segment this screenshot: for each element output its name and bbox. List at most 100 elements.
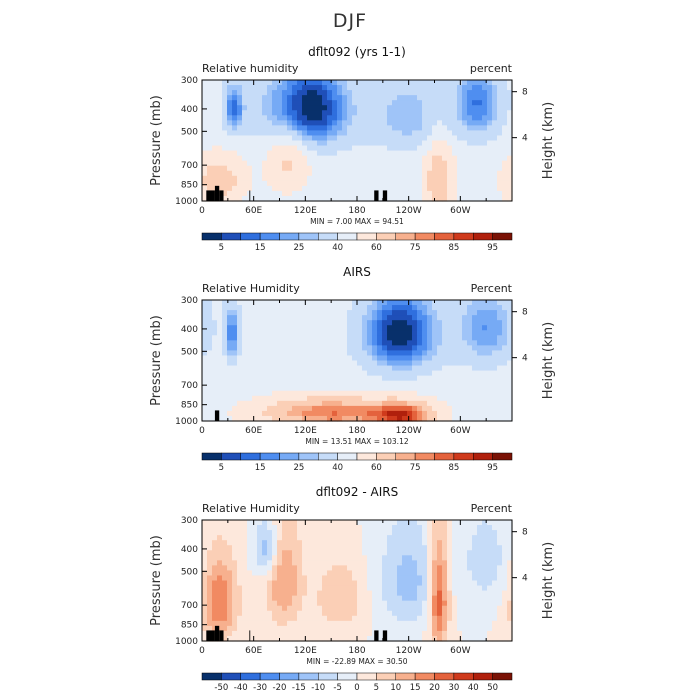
heatmap-cell <box>237 385 243 392</box>
heatmap-cell <box>252 135 258 142</box>
heatmap-cell <box>287 380 293 387</box>
heatmap-cell <box>247 105 253 111</box>
heatmap-cell <box>377 145 383 152</box>
heatmap-cell <box>332 380 338 387</box>
heatmap-cell <box>332 315 338 321</box>
heatmap-cell <box>447 630 453 637</box>
heatmap-cell <box>477 105 483 111</box>
heatmap-cell <box>332 590 338 597</box>
heatmap-cell <box>242 90 248 96</box>
heatmap-cell <box>477 565 483 572</box>
y-tick-label: 850 <box>181 181 198 191</box>
heatmap-cell <box>312 315 318 321</box>
heatmap-cell <box>357 410 363 417</box>
heatmap-cell <box>442 395 448 402</box>
heatmap-cell <box>397 345 403 352</box>
heatmap-cell <box>232 570 238 577</box>
heatmap-cell <box>367 625 373 632</box>
heatmap-cell <box>437 585 443 592</box>
heatmap-cell <box>222 125 228 132</box>
heatmap-cell <box>247 355 253 362</box>
heatmap-cell <box>322 365 328 372</box>
heatmap-cell <box>267 85 273 91</box>
heatmap-cell <box>342 120 348 126</box>
heatmap-cell <box>272 565 278 572</box>
heatmap-cell <box>382 355 388 362</box>
heatmap-cell <box>427 325 433 331</box>
heatmap-cell <box>382 130 388 137</box>
heatmap-cell <box>212 520 218 526</box>
heatmap-cell <box>502 335 508 341</box>
heatmap-cell <box>352 80 358 86</box>
heatmap-cell <box>302 375 308 382</box>
heatmap-cell <box>267 585 273 592</box>
heatmap-cell <box>422 415 428 422</box>
colorbar-swatch <box>279 452 300 461</box>
heatmap-cell <box>482 125 488 132</box>
heatmap-cell <box>482 375 488 382</box>
heatmap-cell <box>272 365 278 372</box>
heatmap-cell <box>502 410 508 417</box>
heatmap-cell <box>297 415 303 422</box>
heatmap-cell <box>242 150 248 157</box>
heatmap-cell <box>377 380 383 387</box>
heatmap-cell <box>442 365 448 372</box>
colorbar-swatch <box>318 452 338 461</box>
heatmap-cell <box>212 370 218 377</box>
y-right-tick-label: 4 <box>522 134 528 144</box>
heatmap-cell <box>377 85 383 91</box>
heatmap-cell <box>327 605 333 612</box>
heatmap-cell <box>437 160 443 167</box>
heatmap-cell <box>262 300 268 306</box>
heatmap-cell <box>312 135 318 142</box>
heatmap-cell <box>407 310 413 316</box>
heatmap-cell <box>382 155 388 162</box>
heatmap-cell <box>397 320 403 326</box>
heatmap-cell <box>377 590 383 597</box>
heatmap-cell <box>442 175 448 182</box>
heatmap-cell <box>492 350 498 357</box>
heatmap-cell <box>287 585 293 592</box>
heatmap-cell <box>392 615 398 622</box>
heatmap-cell <box>427 520 433 526</box>
heatmap-cell <box>467 90 473 96</box>
heatmap-cell <box>242 525 248 531</box>
heatmap-cell <box>212 355 218 362</box>
heatmap-cell <box>312 545 318 551</box>
heatmap-cell <box>507 135 513 142</box>
heatmap-cell <box>492 590 498 597</box>
heatmap-cell <box>302 625 308 632</box>
heatmap-cell <box>297 105 303 111</box>
heatmap-cell <box>302 130 308 137</box>
heatmap-cell <box>332 540 338 546</box>
heatmap-cell <box>422 80 428 86</box>
heatmap-cell <box>242 550 248 556</box>
heatmap-cell <box>422 350 428 357</box>
heatmap-cell <box>417 555 423 561</box>
heatmap-cell <box>412 170 418 177</box>
heatmap-cell <box>292 340 298 346</box>
heatmap-cell <box>422 115 428 121</box>
heatmap-cell <box>347 375 353 382</box>
heatmap-cell <box>367 185 373 192</box>
heatmap-cell <box>342 400 348 407</box>
heatmap-cell <box>407 135 413 142</box>
heatmap-cell <box>247 395 253 402</box>
heatmap-cell <box>487 145 493 152</box>
heatmap-cell <box>332 620 338 627</box>
heatmap-cell <box>352 575 358 582</box>
heatmap-cell <box>417 615 423 622</box>
heatmap-cell <box>337 115 343 121</box>
heatmap-cell <box>317 615 323 622</box>
heatmap-cell <box>452 130 458 137</box>
heatmap-cell <box>307 390 313 397</box>
heatmap-cell <box>202 345 208 352</box>
heatmap-cell <box>457 405 463 412</box>
heatmap-cell <box>282 310 288 316</box>
heatmap-cell <box>312 125 318 132</box>
heatmap-cell <box>457 95 463 101</box>
heatmap-cell <box>207 145 213 152</box>
heatmap-cell <box>297 580 303 587</box>
heatmap-cell <box>377 340 383 346</box>
heatmap-cell <box>362 600 368 607</box>
